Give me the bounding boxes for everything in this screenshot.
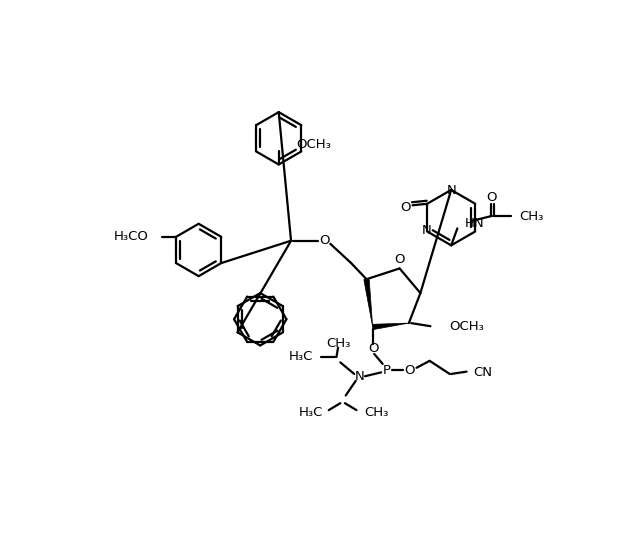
Text: O: O — [486, 191, 497, 204]
Text: N: N — [422, 224, 431, 237]
Text: H₃CO: H₃CO — [113, 230, 148, 243]
Text: O: O — [368, 342, 379, 355]
Polygon shape — [372, 323, 409, 330]
Polygon shape — [364, 279, 372, 327]
Text: P: P — [383, 364, 390, 377]
Text: O: O — [404, 364, 415, 377]
Text: O: O — [394, 254, 405, 267]
Text: N: N — [446, 184, 456, 197]
Text: CH₃: CH₃ — [326, 337, 350, 350]
Text: CH₃: CH₃ — [519, 210, 543, 223]
Text: HN: HN — [465, 217, 484, 230]
Text: O: O — [401, 201, 411, 214]
Text: H₃C: H₃C — [299, 406, 323, 419]
Text: OCH₃: OCH₃ — [449, 320, 484, 333]
Text: CN: CN — [473, 366, 492, 379]
Text: N: N — [355, 370, 364, 383]
Text: CH₃: CH₃ — [364, 406, 388, 419]
Text: O: O — [319, 234, 330, 247]
Text: H₃C: H₃C — [289, 350, 314, 363]
Text: OCH₃: OCH₃ — [296, 138, 332, 151]
